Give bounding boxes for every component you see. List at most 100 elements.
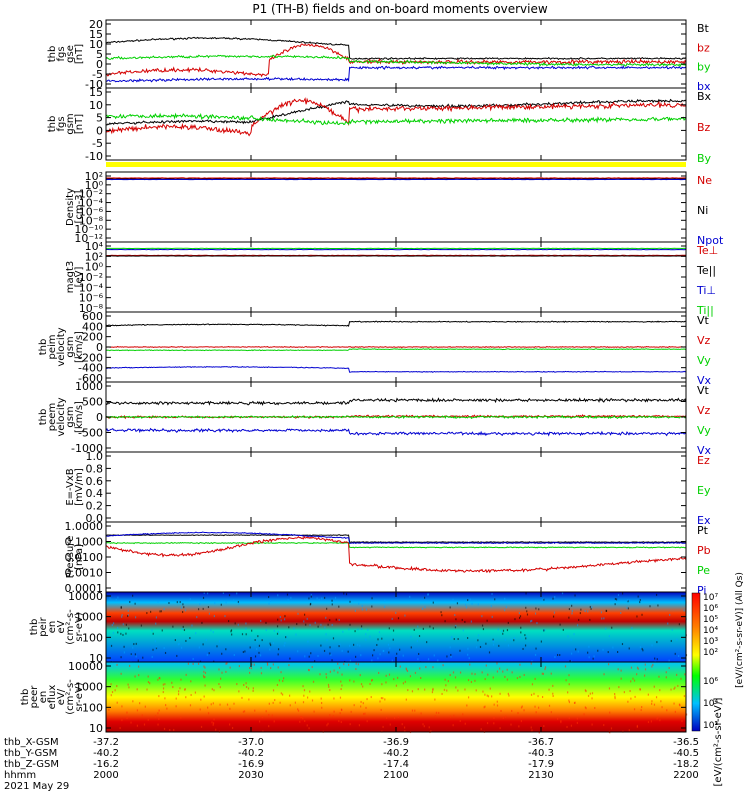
xaxis-tick-label: 2100 xyxy=(383,770,408,781)
legend-Ti||: Ti|| xyxy=(696,304,714,317)
xaxis-tick-label: -40.5 xyxy=(673,748,699,759)
ytick-label: 1000 xyxy=(75,380,103,393)
ytick-label: 10⁻⁶ xyxy=(79,205,104,218)
ylabel-line: en xyxy=(38,691,49,704)
ylabel-line: sr-eV) xyxy=(74,682,85,711)
xaxis-tick-label: -18.2 xyxy=(673,759,699,770)
ytick-label: 100 xyxy=(82,701,103,714)
legend-bx: bx xyxy=(697,80,711,93)
series-Vy xyxy=(105,348,687,352)
series-Pb xyxy=(105,535,687,574)
legend-Te⊥: Te⊥ xyxy=(696,244,718,257)
ylabel-line: E=-VxB xyxy=(65,468,76,505)
panel-frame-fgs-gse xyxy=(105,19,687,89)
ytick-label: 10⁻⁶ xyxy=(79,292,104,305)
ytick-label: 10⁻⁴ xyxy=(79,197,104,210)
ylabel-line: gsm xyxy=(65,113,76,134)
legend-Ni: Ni xyxy=(697,204,708,217)
colorbar-tick: 10⁴ xyxy=(703,699,718,709)
ylabel-line: magt3 xyxy=(65,261,76,294)
ytick-label: 1.0000 xyxy=(65,520,104,533)
ylabel-line: [nT] xyxy=(74,114,85,134)
series-Ne xyxy=(105,177,686,179)
panel-frame-temp xyxy=(105,241,687,313)
legend-Vz: Vz xyxy=(697,334,711,347)
ylabel-line: gsm xyxy=(65,406,76,427)
panel-frame-fgs-gsm xyxy=(105,87,687,161)
ylabel-line: peim xyxy=(47,334,58,359)
legend-Bt: Bt xyxy=(697,22,710,35)
legend-Pe: Pe xyxy=(697,564,710,577)
series-Vt xyxy=(106,397,687,406)
ylabel-line: eflux xyxy=(47,685,58,710)
ylabel-line: en xyxy=(47,621,58,634)
ylabel-line: [nPa] xyxy=(74,544,85,570)
series-Pe xyxy=(105,541,687,549)
series-Vt xyxy=(106,320,687,327)
ytick-label: 10000 xyxy=(68,660,103,673)
legend-Ey: Ey xyxy=(697,484,711,497)
legend-Vy: Vy xyxy=(697,424,711,437)
xaxis-tick-label: 2030 xyxy=(238,770,263,781)
ytick-label: -200 xyxy=(78,351,103,364)
xaxis-tick-label: -36.5 xyxy=(673,737,699,748)
series-Bt xyxy=(105,36,687,61)
ytick-label: 10² xyxy=(85,170,103,183)
xaxis-tick-label: -40.2 xyxy=(93,748,119,759)
xaxis-tick-label: 2130 xyxy=(528,770,553,781)
ytick-label: 0 xyxy=(96,411,103,424)
ylabel-line: gsm xyxy=(65,336,76,357)
colorbar-tick: 10² xyxy=(703,721,718,731)
xaxis-tick-label: -40.2 xyxy=(238,748,264,759)
spectrogram-peer-eflux xyxy=(106,662,686,732)
ytick-label: -1000 xyxy=(71,442,103,455)
ytick-label: 10 xyxy=(89,99,103,112)
ytick-label: 0.0100 xyxy=(65,551,104,564)
legend-Bz: Bz xyxy=(697,121,711,134)
ytick-label: -10 xyxy=(85,78,103,91)
ylabel-line: [km/s] xyxy=(74,401,85,433)
ytick-label: -400 xyxy=(78,362,103,375)
ylabel-line: (cm²-s- xyxy=(65,609,76,645)
ylabel-line: [eV] xyxy=(74,267,85,288)
legend-Ne: Ne xyxy=(697,174,712,187)
panel-frame-efield xyxy=(105,451,687,523)
ytick-label: -500 xyxy=(78,427,103,440)
ytick-label: 0.8 xyxy=(86,462,104,475)
ylabel-line: velocity xyxy=(56,327,67,366)
ytick-label: 10⁻⁴ xyxy=(79,281,104,294)
ylabel-line: thb xyxy=(20,689,31,706)
ytick-label: 10⁻¹⁰ xyxy=(74,223,103,236)
xaxis-tick-label: -17.9 xyxy=(528,759,554,770)
ylabel-line: sr-eV) xyxy=(74,612,85,641)
ytick-label: 0 xyxy=(96,58,103,71)
mode-bar xyxy=(106,162,686,167)
ylabel-line: eV xyxy=(56,620,67,633)
legend-bz: bz xyxy=(697,41,710,54)
series-Vy xyxy=(105,414,687,420)
colorbar xyxy=(691,592,701,732)
ylabel-line: fgs xyxy=(56,116,67,131)
colorbar-tick: 10⁴ xyxy=(703,626,718,636)
legend-Pi: Pi xyxy=(697,584,706,597)
ytick-label: -5 xyxy=(92,137,103,150)
ylabel-line: peir xyxy=(38,616,49,636)
legend-Vt: Vt xyxy=(697,384,710,397)
xaxis-tick-label: -16.2 xyxy=(93,759,119,770)
legend-by: by xyxy=(697,61,711,74)
series-Vx xyxy=(105,427,687,437)
spectrogram-peir-eflux xyxy=(106,592,686,662)
colorbar-label: [eV/(cm²-s-sr-eV)] xyxy=(713,697,724,786)
xaxis-tick-label: -36.9 xyxy=(383,737,409,748)
series-bx xyxy=(105,64,687,83)
colorbar-label: [eV/(cm²-s-sr-eV)] (All Qs) xyxy=(735,572,745,688)
page-title: P1 (TH-B) fields and on-board moments ov… xyxy=(252,2,548,16)
ylabel-line: thb xyxy=(38,409,49,426)
xaxis-date: 2021 May 29 xyxy=(4,781,69,792)
xaxis-tick-label: -40.2 xyxy=(383,748,409,759)
xaxis-tick-label: -16.9 xyxy=(238,759,264,770)
ytick-label: -5 xyxy=(92,68,103,81)
xaxis-tick-label: -40.3 xyxy=(528,748,554,759)
xaxis-tick-label: -37.2 xyxy=(93,737,119,748)
ytick-label: 15 xyxy=(89,28,103,41)
